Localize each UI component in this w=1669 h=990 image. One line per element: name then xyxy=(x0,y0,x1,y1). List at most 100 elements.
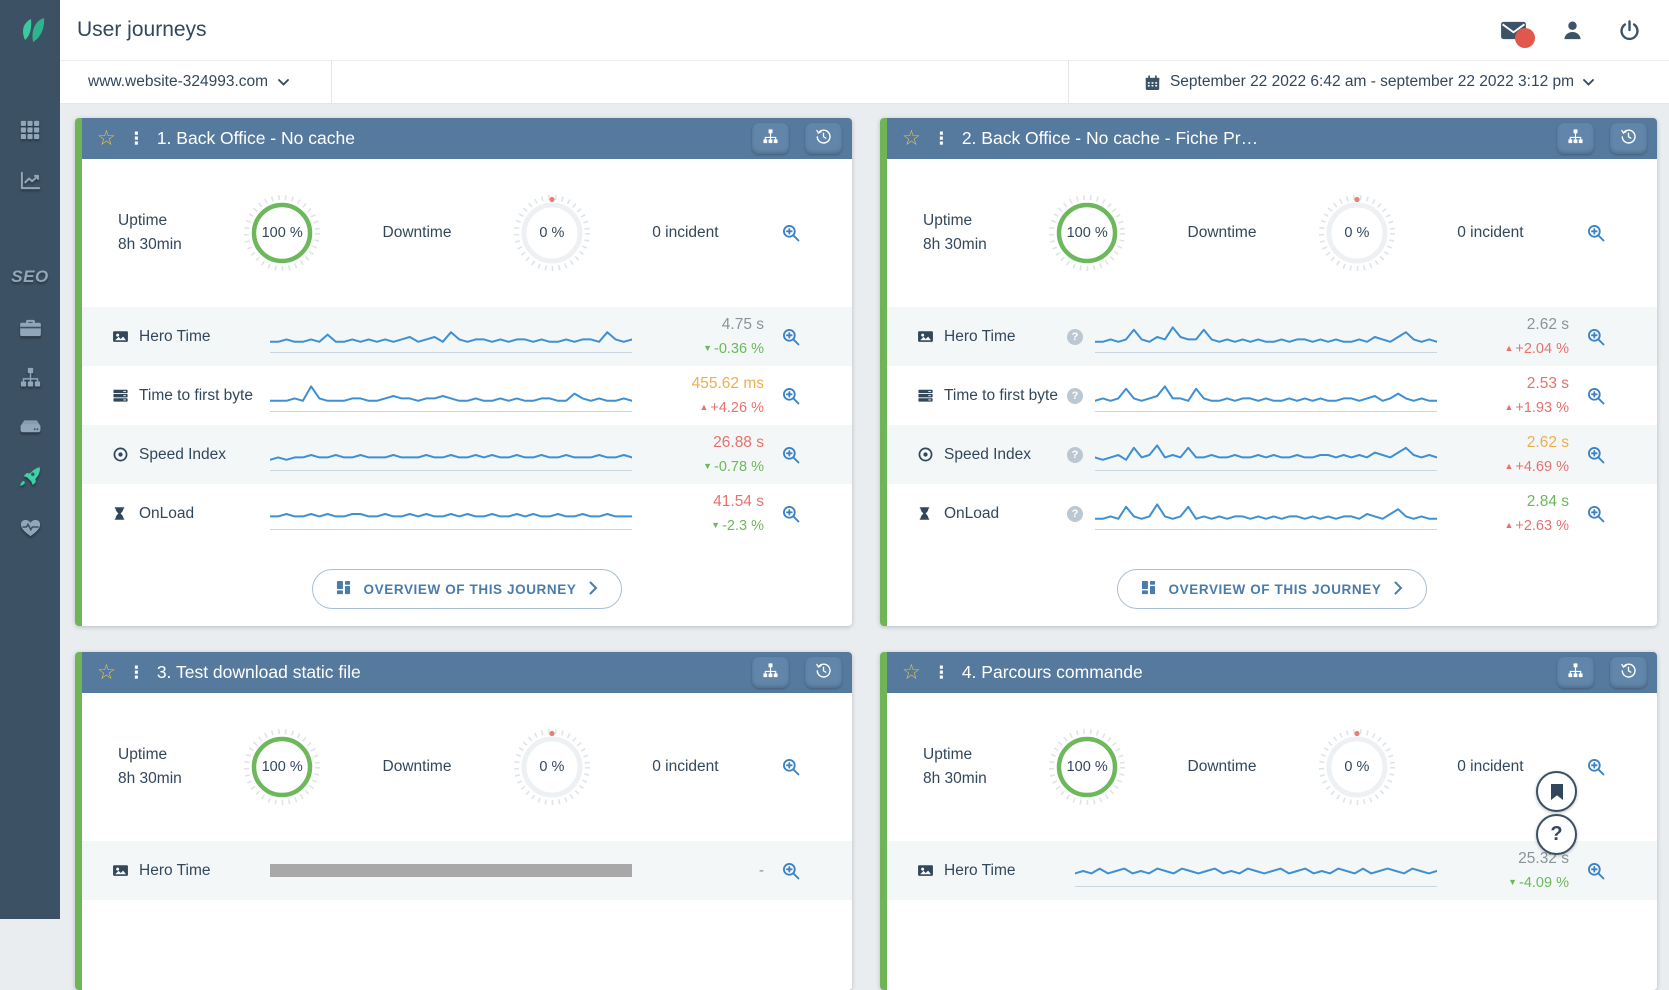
incident-count: 0 incident xyxy=(1457,758,1523,776)
notification-badge xyxy=(1515,28,1535,48)
journey-scenario-button[interactable] xyxy=(752,123,789,154)
dashboard-icon xyxy=(1141,580,1156,598)
metric-value: 2.62 s ▲+2.04 % xyxy=(1457,313,1569,360)
hourglass-icon xyxy=(917,505,935,523)
chevron-right-icon xyxy=(589,581,598,598)
eye-icon xyxy=(917,446,935,464)
account-button[interactable] xyxy=(1561,19,1584,42)
uptime-gauge: 100 % xyxy=(1048,194,1126,272)
metric-list: Hero Time ? 2.62 s ▲+2.04 % Time to firs… xyxy=(887,307,1657,543)
journey-scenario-button[interactable] xyxy=(1557,657,1594,688)
sidebar-item-apps[interactable] xyxy=(0,105,60,155)
metric-list: Hero Time 4.75 s ▼-0.36 % Time to first … xyxy=(82,307,852,543)
metric-label: Hero Time xyxy=(944,862,1067,880)
help-tooltip-icon[interactable]: ? xyxy=(1067,388,1083,404)
no-data-bar xyxy=(270,854,632,888)
hero-time-icon xyxy=(112,328,130,346)
drag-handle[interactable]: ⋮ xyxy=(931,664,952,681)
sidebar-item-analytics[interactable] xyxy=(0,155,60,205)
help-tooltip-icon[interactable]: ? xyxy=(1067,506,1083,522)
briefcase-icon xyxy=(19,316,42,339)
zoom-detail-button[interactable] xyxy=(780,222,802,244)
chevron-down-icon xyxy=(1583,79,1594,86)
sitemap-icon xyxy=(1567,662,1584,684)
power-icon xyxy=(1618,19,1641,42)
site-selector[interactable]: www.website-324993.com xyxy=(60,61,332,103)
journey-scenario-button[interactable] xyxy=(752,657,789,688)
metric-label: Hero Time xyxy=(139,862,262,880)
journey-history-button[interactable] xyxy=(1610,657,1647,688)
zoom-detail-button[interactable] xyxy=(780,756,802,778)
favorite-star-button[interactable]: ☆ xyxy=(97,128,116,149)
sidebar-item-health[interactable] xyxy=(0,502,60,552)
question-mark-icon: ? xyxy=(1550,823,1562,846)
metric-label: OnLoad xyxy=(139,505,262,523)
metric-value: 4.75 s ▼-0.36 % xyxy=(652,313,764,360)
zoom-detail-button[interactable] xyxy=(780,444,802,466)
sidebar-item-server[interactable] xyxy=(0,402,60,452)
zoom-detail-button[interactable] xyxy=(1585,444,1607,466)
zoom-detail-button[interactable] xyxy=(1585,385,1607,407)
sparkline-chart xyxy=(1075,854,1437,888)
date-range-picker[interactable]: September 22 2022 6:42 am - september 22… xyxy=(1068,61,1669,103)
history-icon xyxy=(1620,128,1637,150)
sidebar-item-seo[interactable]: SEO xyxy=(0,252,60,302)
zoom-detail-button[interactable] xyxy=(1585,222,1607,244)
sidebar: SEO xyxy=(0,0,60,919)
sparkline-chart xyxy=(270,497,632,531)
history-icon xyxy=(1620,662,1637,684)
messages-button[interactable] xyxy=(1500,20,1527,41)
card-footer: OVERVIEW OF THIS JOURNEY xyxy=(887,543,1657,626)
logout-button[interactable] xyxy=(1618,19,1641,42)
leaf-logo-icon xyxy=(12,16,48,46)
sidebar-item-toolbox[interactable] xyxy=(0,302,60,352)
zoom-detail-button[interactable] xyxy=(780,385,802,407)
zoom-detail-button[interactable] xyxy=(780,860,802,882)
hourglass-icon xyxy=(112,505,130,523)
sitemap-icon xyxy=(762,662,779,684)
drag-handle[interactable]: ⋮ xyxy=(126,130,147,147)
metric-label: Speed Index xyxy=(944,446,1067,464)
help-tooltip-icon[interactable]: ? xyxy=(1067,329,1083,345)
journey-scenario-button[interactable] xyxy=(1557,123,1594,154)
metric-list: Hero Time - xyxy=(82,841,852,900)
topbar: User journeys xyxy=(60,0,1669,61)
heartbeat-icon xyxy=(19,516,42,539)
bookmark-button[interactable] xyxy=(1536,771,1577,812)
calendar-icon xyxy=(1144,74,1161,91)
help-tooltip-icon[interactable]: ? xyxy=(1067,447,1083,463)
overview-journey-button[interactable]: OVERVIEW OF THIS JOURNEY xyxy=(312,569,623,609)
help-button[interactable]: ? xyxy=(1536,814,1577,855)
journey-history-button[interactable] xyxy=(805,123,842,154)
journey-history-button[interactable] xyxy=(1610,123,1647,154)
sidebar-item-sitemap[interactable] xyxy=(0,352,60,402)
metric-row-onload: OnLoad 41.54 s ▼-2.3 % xyxy=(82,484,852,543)
grid-icon xyxy=(19,119,41,141)
eye-icon xyxy=(112,446,130,464)
overview-journey-button[interactable]: OVERVIEW OF THIS JOURNEY xyxy=(1117,569,1428,609)
sparkline-chart xyxy=(1095,379,1437,413)
metric-label: Hero Time xyxy=(139,328,262,346)
favorite-star-button[interactable]: ☆ xyxy=(97,662,116,683)
sparkline-chart xyxy=(270,320,632,354)
drag-handle[interactable]: ⋮ xyxy=(931,130,952,147)
journey-history-button[interactable] xyxy=(805,657,842,688)
zoom-detail-button[interactable] xyxy=(780,326,802,348)
downtime-gauge: 0 % xyxy=(513,194,591,272)
zoom-detail-button[interactable] xyxy=(1585,756,1607,778)
favorite-star-button[interactable]: ☆ xyxy=(902,662,921,683)
drag-handle[interactable]: ⋮ xyxy=(126,664,147,681)
metric-row-ttfb: Time to first byte ? 2.53 s ▲+1.93 % xyxy=(887,366,1657,425)
zoom-detail-button[interactable] xyxy=(780,503,802,525)
sidebar-item-user-journeys[interactable] xyxy=(0,452,60,502)
app-logo[interactable] xyxy=(0,0,60,61)
zoom-detail-button[interactable] xyxy=(1585,503,1607,525)
sparkline-chart xyxy=(270,379,632,413)
zoom-detail-button[interactable] xyxy=(1585,860,1607,882)
zoom-detail-button[interactable] xyxy=(1585,326,1607,348)
favorite-star-button[interactable]: ☆ xyxy=(902,128,921,149)
